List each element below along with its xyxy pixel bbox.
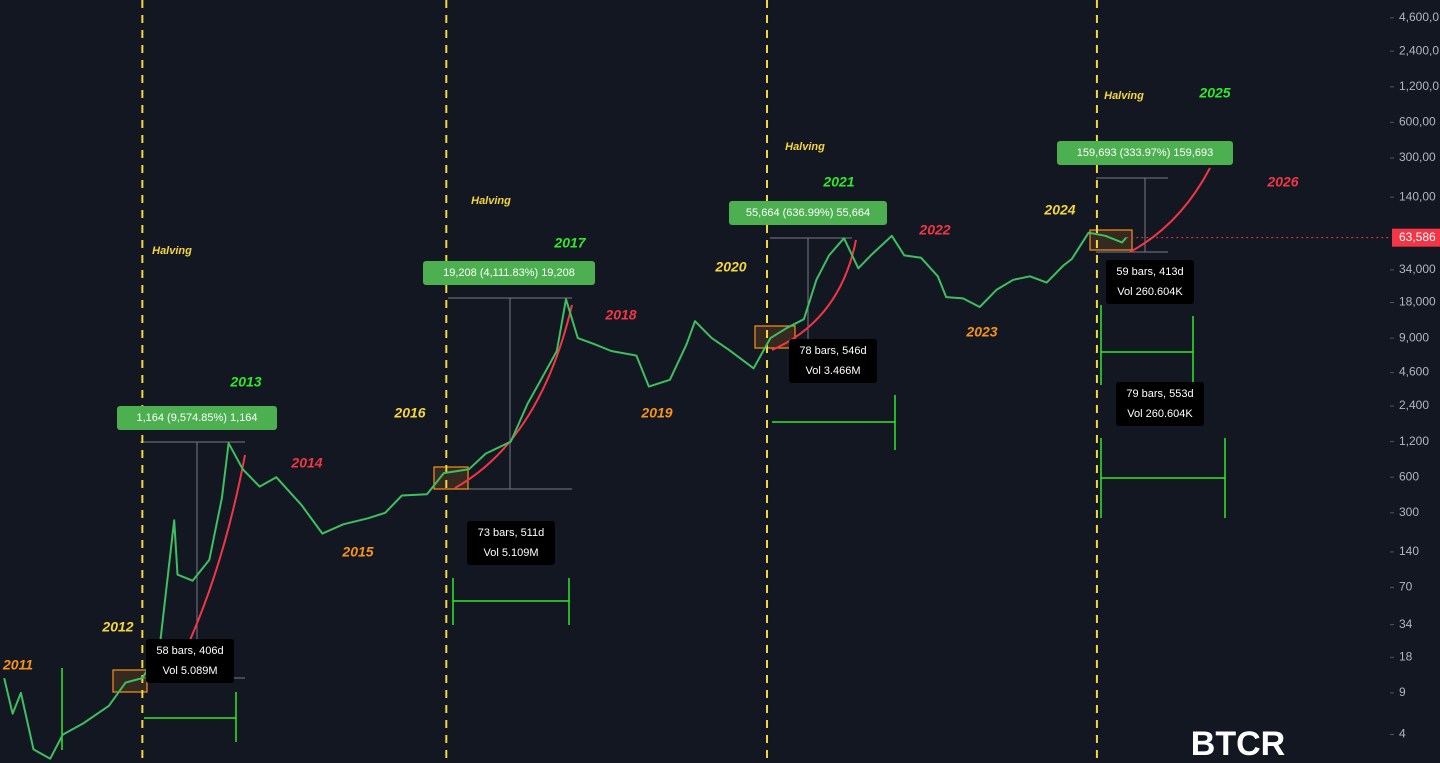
year-label: 2024 [1043, 202, 1075, 218]
range-box [117, 406, 277, 430]
year-label: 2019 [640, 405, 672, 421]
year-label: 2020 [714, 259, 746, 275]
y-tick-label: 4,600 [1399, 365, 1429, 379]
bars-label: 78 bars, 546d [799, 345, 866, 357]
y-tick-label: 34,000 [1399, 262, 1436, 276]
bars-label: 58 bars, 406d [156, 645, 223, 657]
bars-label: 73 bars, 511d [478, 527, 544, 539]
watermark: BTCR [1191, 725, 1285, 763]
y-tick-label: 70 [1399, 580, 1413, 594]
year-label: 2012 [101, 619, 133, 635]
range-label: 19,208 (4,111.83%) 19,208 [443, 267, 575, 279]
bars-label: Vol 5.109M [483, 547, 538, 559]
year-label: 2025 [1198, 85, 1230, 101]
bars-box [1106, 260, 1194, 304]
halving-label: Halving [471, 195, 511, 207]
year-label: 2011 [2, 657, 33, 673]
year-label: 2022 [918, 222, 950, 238]
bars-label: 59 bars, 413d [1116, 266, 1183, 278]
bars-box [146, 639, 234, 683]
year-label: 2013 [229, 374, 261, 390]
y-tick-label: 34 [1399, 617, 1413, 631]
y-tick-label: 300,00 [1399, 150, 1436, 164]
bars-label: Vol 3.466M [805, 365, 860, 377]
year-label: 2023 [965, 324, 997, 340]
year-label: 2018 [604, 307, 636, 323]
y-tick-label: 18 [1399, 649, 1413, 663]
range-label: 1,164 (9,574.85%) 1,164 [136, 412, 257, 424]
range-box [729, 201, 887, 225]
range-label: 159,693 (333.97%) 159,693 [1077, 147, 1213, 159]
halving-label: Halving [1104, 90, 1144, 102]
halving-label: Halving [785, 141, 825, 153]
year-label: 2014 [290, 455, 322, 471]
bars-label: Vol 260.604K [1127, 408, 1193, 420]
y-tick-label: 9 [1399, 685, 1406, 699]
y-tick-label: 1,200 [1399, 434, 1429, 448]
y-tick-label: 1,200,0 [1399, 79, 1439, 93]
year-label: 2017 [553, 235, 586, 251]
y-tick-label: 140 [1399, 544, 1419, 558]
bars-box [789, 339, 877, 383]
y-tick-label: 140,00 [1399, 189, 1436, 203]
bars-label: 79 bars, 553d [1126, 388, 1193, 400]
halving-label: Halving [152, 245, 192, 257]
year-label: 2015 [341, 544, 373, 560]
y-tick-label: 18,000 [1399, 295, 1436, 309]
price-line [3, 231, 1127, 760]
range-box [1057, 141, 1233, 165]
year-label: 2021 [822, 174, 854, 190]
y-tick-label: 4,600,0 [1399, 10, 1439, 24]
y-tick-label: 300 [1399, 505, 1419, 519]
y-tick-label: 9,000 [1399, 330, 1429, 344]
last-price-box [1392, 228, 1440, 247]
range-box [423, 261, 595, 285]
year-label: 2016 [393, 405, 425, 421]
y-tick-label: 2,400 [1399, 398, 1429, 412]
bars-box [1116, 382, 1204, 426]
y-tick-label: 2,400,0 [1399, 43, 1439, 57]
bars-box [467, 521, 555, 565]
range-label: 55,664 (636.99%) 55,664 [746, 207, 870, 219]
last-price-label: 63,586 [1399, 230, 1436, 244]
y-tick-label: 600 [1399, 469, 1419, 483]
bars-label: Vol 5.089M [162, 665, 217, 677]
bars-label: Vol 260.604K [1117, 286, 1183, 298]
y-tick-label: 4 [1399, 727, 1406, 741]
year-label: 2026 [1266, 174, 1298, 190]
y-tick-label: 600,00 [1399, 115, 1436, 129]
